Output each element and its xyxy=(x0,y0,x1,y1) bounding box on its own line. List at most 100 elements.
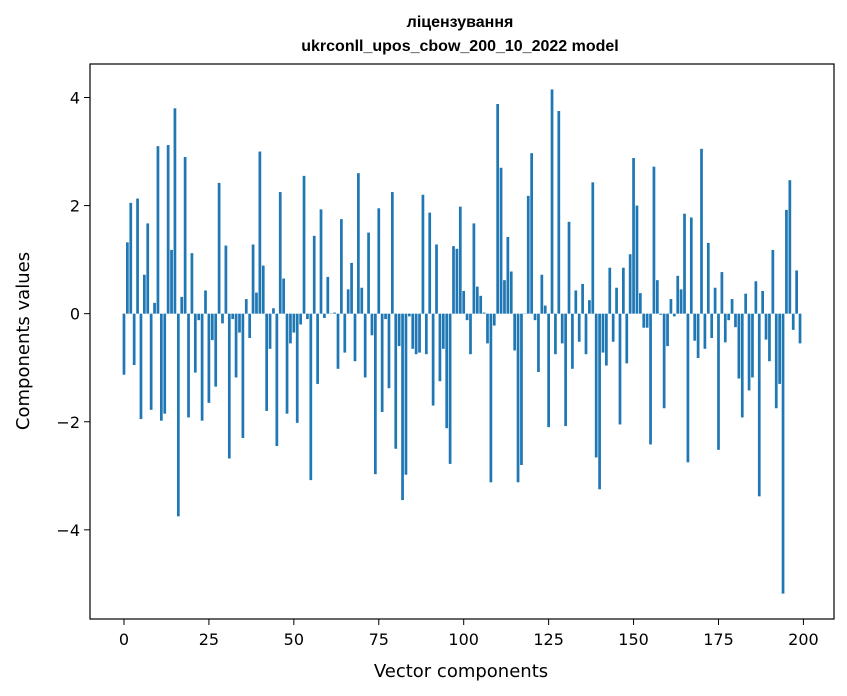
x-tick-label: 150 xyxy=(618,630,649,649)
bar xyxy=(292,313,296,333)
bar xyxy=(734,313,737,328)
bar xyxy=(526,195,530,314)
bar xyxy=(289,313,292,344)
bar xyxy=(649,313,652,445)
y-tick-label: 2 xyxy=(70,197,80,216)
bar xyxy=(774,313,778,409)
bar xyxy=(170,249,173,314)
bar xyxy=(418,313,421,353)
bar xyxy=(513,313,517,351)
bar xyxy=(496,103,500,314)
x-tick-label: 75 xyxy=(369,630,389,649)
bar xyxy=(584,313,588,355)
bar xyxy=(785,209,788,314)
bar xyxy=(771,249,775,314)
plot-frame xyxy=(89,63,835,620)
bar xyxy=(598,313,601,490)
bar xyxy=(180,296,184,314)
bar xyxy=(129,202,133,314)
bar xyxy=(574,290,578,314)
bar xyxy=(394,313,398,449)
bar xyxy=(126,242,129,314)
bar xyxy=(533,313,537,321)
bar xyxy=(689,217,693,314)
chart-title-line2: ukrconll_upos_cbow_200_10_2022 model xyxy=(301,38,618,55)
bar xyxy=(244,299,248,314)
bar xyxy=(390,192,394,314)
bar xyxy=(469,313,472,355)
bar xyxy=(333,312,336,314)
bar xyxy=(149,313,153,410)
y-tick-label: 0 xyxy=(70,305,80,324)
bar xyxy=(278,192,282,314)
bar xyxy=(662,313,666,409)
bar xyxy=(306,313,309,320)
bar xyxy=(672,313,676,317)
bar xyxy=(795,270,798,314)
bar xyxy=(530,153,534,314)
bar xyxy=(346,289,350,314)
bar xyxy=(183,156,187,314)
bar xyxy=(377,208,381,314)
bar xyxy=(238,313,241,333)
bar xyxy=(798,313,802,344)
bar xyxy=(791,313,795,330)
bar xyxy=(554,313,557,355)
bar xyxy=(136,198,139,314)
bar xyxy=(299,313,302,325)
bar xyxy=(757,313,761,497)
bar xyxy=(475,286,479,314)
bar xyxy=(452,246,455,314)
bar xyxy=(255,292,258,314)
bar xyxy=(265,313,269,411)
bar xyxy=(625,313,629,364)
bar xyxy=(516,313,520,483)
y-tick-label: −2 xyxy=(56,413,80,432)
bar xyxy=(445,313,449,429)
bar xyxy=(751,313,754,378)
bar xyxy=(509,271,513,314)
bar xyxy=(540,274,544,314)
x-axis-ticks: 0 25 50 75 100 125 150 175 200 xyxy=(119,619,819,649)
bar xyxy=(560,313,564,344)
bar xyxy=(632,158,635,314)
bar xyxy=(696,313,700,358)
bar xyxy=(635,205,639,314)
bar xyxy=(472,223,476,314)
x-tick-label: 175 xyxy=(703,630,734,649)
bar xyxy=(628,254,632,314)
bar xyxy=(740,313,744,418)
bar xyxy=(438,313,442,382)
bar xyxy=(778,313,782,384)
bar xyxy=(231,313,235,320)
bar xyxy=(367,232,370,314)
bar xyxy=(730,299,734,314)
bar xyxy=(397,313,401,347)
bar xyxy=(380,313,384,413)
bar xyxy=(713,287,717,314)
bar xyxy=(727,313,731,321)
bar xyxy=(737,313,741,379)
bar xyxy=(482,312,486,314)
bar xyxy=(686,313,690,463)
bar xyxy=(768,313,771,362)
bar xyxy=(424,313,428,355)
chart-title-line1: ліцензування xyxy=(407,14,514,31)
bar xyxy=(190,253,194,314)
bar xyxy=(700,148,703,314)
bar xyxy=(285,313,289,414)
bar xyxy=(431,313,435,406)
x-tick-label: 100 xyxy=(448,630,479,649)
bar xyxy=(594,313,598,458)
bar xyxy=(754,281,758,314)
bar xyxy=(200,313,204,421)
bar xyxy=(611,313,615,342)
bar xyxy=(591,182,595,314)
bar xyxy=(360,287,364,314)
bar xyxy=(312,235,316,314)
bar xyxy=(577,313,581,342)
bar xyxy=(197,313,201,321)
bar xyxy=(153,302,156,314)
bar xyxy=(781,313,785,594)
